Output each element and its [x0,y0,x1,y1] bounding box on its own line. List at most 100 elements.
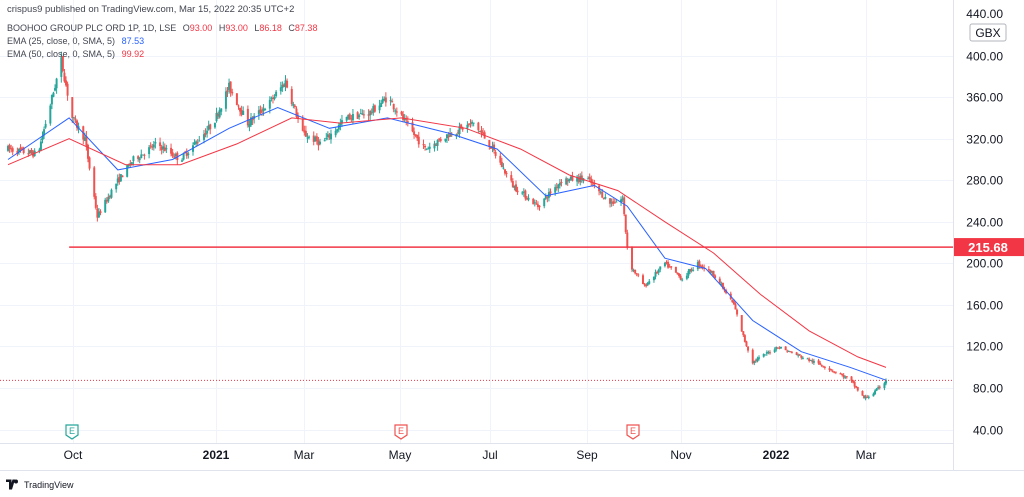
candle [641,273,644,285]
candle [878,385,881,390]
candle-body [71,97,74,118]
candle-body [866,396,869,398]
candle-body [834,371,837,373]
candle [861,390,864,396]
candle-body [678,273,681,276]
y-tick-label: 160.00 [966,299,1003,313]
earnings-marker[interactable]: E [65,424,79,440]
candle-body [293,105,296,108]
earnings-marker[interactable]: E [626,424,640,440]
candle-body [317,140,320,146]
candle-body [11,148,14,152]
candle [510,171,513,183]
candle-body [359,113,362,115]
candle [110,188,113,199]
candle [615,199,618,203]
candle-body [154,142,157,144]
candle-body [853,381,856,387]
candle [546,195,549,203]
candle [115,183,118,193]
candle-body [544,196,547,199]
candle [532,197,535,205]
candle [118,173,121,185]
candle-body [21,148,24,150]
candle-body [435,144,438,146]
candle-body [239,107,242,112]
candle [259,105,262,115]
candle-body [373,105,376,112]
candle-body [823,366,826,368]
candle [141,154,144,156]
candle [400,110,403,116]
candle-body [181,160,184,162]
candle-body [74,118,77,120]
candle [753,360,756,366]
candle-body [657,269,660,273]
candle [621,195,624,202]
candle [620,196,623,206]
tradingview-logo[interactable]: TradingView [6,479,74,490]
candle [676,272,679,275]
candle-body [195,141,198,144]
candle-body [623,197,626,215]
candle-body [414,134,417,136]
candle [66,81,69,101]
candle-body [502,167,505,169]
published-line: crispus9 published on TradingView.com, M… [7,4,295,15]
candle-body [667,261,670,268]
candle [499,152,502,166]
candle [224,87,227,112]
candle-body [389,100,392,102]
candle-body [676,272,679,275]
candle-body [549,191,552,194]
candle [692,267,695,272]
candle-body [591,183,594,185]
candle [568,178,571,184]
candle-body [119,174,122,182]
candle-body [345,116,348,121]
candle [181,158,184,162]
candle-body [635,273,638,275]
candle-body [259,109,262,113]
candle [652,276,655,283]
candle [784,346,787,351]
x-tick-label: May [389,448,412,462]
candle-body [260,111,263,113]
y-tick-label: 240.00 [966,216,1003,230]
earnings-marker[interactable]: E [394,424,408,440]
candle-body [626,232,629,248]
candle-body [609,198,612,204]
candle-body [580,175,583,180]
ohlc-open-label: O [182,23,190,33]
candle-body [107,196,110,202]
candle-body [513,185,516,188]
candle [163,143,166,152]
candle-body [875,388,878,391]
candle-body [406,121,409,123]
candle-body [213,122,216,128]
candle [504,169,507,176]
candle [367,109,370,122]
candle-body [411,122,414,132]
candle-body [652,276,655,281]
candle-body [282,84,285,87]
candle-body [130,162,133,165]
candle-body [44,123,47,128]
candle [240,105,243,117]
x-tick-label: Nov [670,448,691,462]
support-price-badge [954,238,1024,257]
candle-body [257,110,260,115]
candle-body [764,354,767,356]
y-tick-label: 360.00 [966,91,1003,105]
candle [304,125,307,137]
candle-body [290,88,293,105]
candle-body [312,135,315,142]
candle [149,142,152,149]
candle [800,355,803,360]
ema50-legend[interactable]: EMA (50, close, 0, SMA, 5) 99.92 [7,49,144,60]
ema25-legend[interactable]: EMA (25, close, 0, SMA, 5) 87.53 [7,36,144,47]
candle [439,136,442,143]
candle-body [842,375,845,378]
